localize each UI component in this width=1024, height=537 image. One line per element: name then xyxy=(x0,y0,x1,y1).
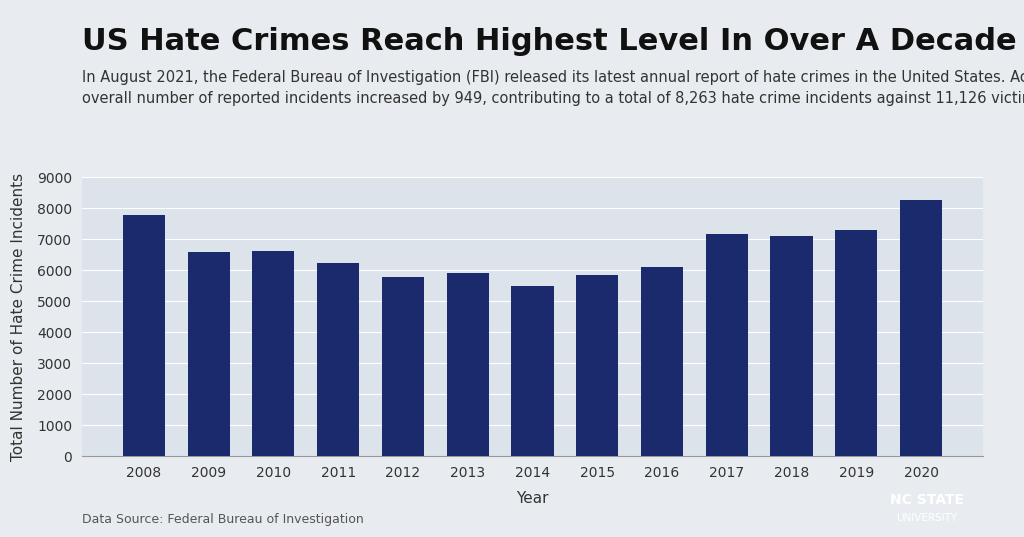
Bar xyxy=(382,277,424,456)
Text: NC STATE: NC STATE xyxy=(890,493,964,507)
Text: In August 2021, the Federal Bureau of Investigation (FBI) released its latest an: In August 2021, the Federal Bureau of In… xyxy=(82,70,1024,85)
Bar xyxy=(446,272,488,456)
Bar xyxy=(187,251,229,456)
Bar xyxy=(770,236,813,456)
Bar xyxy=(836,229,878,456)
Bar xyxy=(252,251,295,456)
Bar xyxy=(641,266,683,456)
Text: US Hate Crimes Reach Highest Level In Over A Decade: US Hate Crimes Reach Highest Level In Ov… xyxy=(82,27,1017,56)
Text: Data Source: Federal Bureau of Investigation: Data Source: Federal Bureau of Investiga… xyxy=(82,513,364,526)
Bar xyxy=(900,200,942,456)
Bar xyxy=(577,275,618,456)
Bar xyxy=(511,286,554,456)
Y-axis label: Total Number of Hate Crime Incidents: Total Number of Hate Crime Incidents xyxy=(11,173,26,461)
Bar xyxy=(317,264,359,456)
Text: overall number of reported incidents increased by 949, contributing to a total o: overall number of reported incidents inc… xyxy=(82,91,1024,106)
Text: UNIVERSITY: UNIVERSITY xyxy=(896,513,957,523)
Bar xyxy=(706,234,748,456)
Bar xyxy=(123,215,165,456)
X-axis label: Year: Year xyxy=(516,491,549,506)
